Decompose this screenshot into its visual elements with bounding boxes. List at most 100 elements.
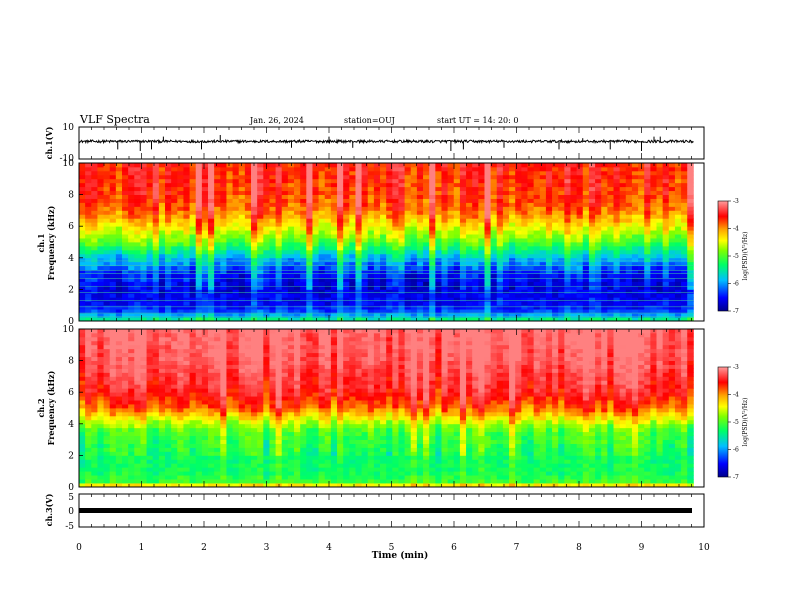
ch2-spectrogram-cell	[97, 352, 104, 358]
ch1-spectrogram-cell	[287, 182, 295, 188]
ch1-spectrogram-cell	[201, 301, 209, 306]
ch1-spectrogram-cell	[539, 297, 547, 302]
ch1-spectrogram-cell	[472, 178, 479, 184]
ch1-spectrogram-cell	[201, 170, 209, 176]
ch1-spectrogram-cell	[349, 178, 356, 184]
ch2-spectrogram-cell	[201, 356, 209, 361]
ch1-spectrogram-cell	[79, 257, 86, 263]
ch1-spectrogram-cell	[638, 285, 645, 290]
ch1-spectrogram-cell	[122, 293, 129, 298]
ch2-spectrogram-cell	[152, 404, 160, 409]
ch1-spectrogram-cell	[423, 297, 430, 302]
ch1-spectrogram-cell	[595, 261, 602, 267]
ch1-spectrogram-cell	[662, 293, 670, 298]
ch1-spectrogram-cell	[681, 309, 688, 314]
ch2-spectrogram-cell	[201, 419, 209, 425]
ch1-spectrogram-cell	[367, 293, 375, 298]
ch2-spectrogram-cell	[177, 427, 184, 433]
ch2-spectrogram-cell	[201, 404, 209, 409]
ch1-spectrogram-cell	[638, 174, 645, 180]
ch1-spectrogram-cell	[386, 182, 393, 188]
ch1-spectrogram-cell	[85, 245, 92, 251]
ch1-spectrogram-cell	[232, 293, 240, 298]
ch2-spectrogram-cell	[177, 439, 184, 444]
ch1-spectrogram-cell	[214, 265, 221, 271]
ch1-spectrogram-cell	[466, 289, 473, 294]
ch2-spectrogram-cell	[189, 404, 197, 409]
ch1-spectrogram-cell	[109, 313, 117, 318]
ch2-spectrogram-cell	[109, 400, 117, 405]
ch1-spectrogram-cell	[214, 210, 221, 215]
ch1-spectrogram-cell	[552, 309, 559, 314]
ch1-waveform-trace	[79, 135, 694, 151]
ch1-spectrogram-cell	[367, 198, 375, 203]
ch1-spectrogram-cell	[576, 269, 584, 274]
ch1-spectrogram-cell	[263, 178, 270, 184]
ch1-spectrogram-cell	[134, 182, 141, 188]
ch1-spectrogram-cell	[183, 230, 190, 235]
ch2-spectrogram-cell	[195, 376, 203, 381]
ch1-spectrogram-cell	[146, 206, 154, 211]
ch1-spectrogram-cell	[386, 261, 393, 267]
ch2-spectrogram-cell	[201, 368, 209, 373]
ch1-spectrogram-cell	[152, 281, 160, 286]
ch2-spectrogram-cell	[115, 360, 123, 365]
ch1-spectrogram-cell	[687, 269, 694, 274]
ch1-spectrogram-cell	[367, 297, 375, 302]
ch1-spectrogram-cell	[386, 186, 393, 192]
ch1-spectrogram-cell	[244, 178, 252, 184]
ch1-spectrogram-cell	[521, 178, 528, 184]
ch1-spectrogram-cell	[146, 242, 154, 247]
ch1-spectrogram-cell	[257, 178, 264, 184]
ch1-spectrogram-cell	[429, 277, 436, 282]
ch1-spectrogram-cell	[330, 289, 338, 294]
ch2-spectrogram-cell	[103, 348, 111, 354]
ch1-spectrogram-cell	[324, 194, 332, 199]
ch1-spectrogram-cell	[281, 293, 289, 298]
ch1-spectrogram-cell	[214, 253, 221, 259]
ch1-spectrogram-cell	[238, 206, 246, 211]
ch2-spectrogram-cell	[177, 368, 184, 373]
ch1-spectrogram-cell	[490, 210, 498, 215]
ch1-spectrogram-cell	[103, 285, 111, 290]
ch1-spectrogram-cell	[269, 186, 276, 192]
ch1-spectrogram-cell	[416, 242, 424, 247]
ch1-spectrogram-cell	[232, 297, 240, 302]
ch1-spectrogram-cell	[355, 202, 363, 207]
ch1-spectrogram-cell	[165, 261, 172, 267]
ch1-spectrogram-cell	[152, 178, 160, 184]
ch1-spectrogram-cell	[619, 273, 627, 278]
ch1-spectrogram-cell	[226, 301, 233, 306]
ch1-spectrogram-cell	[564, 277, 571, 282]
ch1-spectrogram-cell	[251, 242, 258, 247]
ch2-spectrogram-cell	[122, 356, 129, 361]
ch1-spectrogram-cell	[220, 317, 227, 322]
ch1-spectrogram-cell	[146, 163, 154, 168]
ch2-spectrogram-cell	[158, 352, 166, 358]
ch1-spectrogram-cell	[607, 273, 614, 278]
ch2-spectrogram-cell	[208, 352, 215, 358]
ch1-spectrogram-cell	[238, 242, 246, 247]
ch1-spectrogram-cell	[570, 190, 578, 195]
ch1-spectrogram-cell	[607, 234, 614, 239]
ch1-spectrogram-cell	[312, 289, 319, 294]
ch1-spectrogram-cell	[423, 214, 430, 219]
ch1-spectrogram-cell	[533, 309, 541, 314]
ch1-spectrogram-cell	[662, 242, 670, 247]
ch1-spectrogram-cell	[515, 261, 522, 267]
ch1-spectrogram-cell	[158, 293, 166, 298]
ch1-spectrogram-cell	[195, 245, 203, 251]
ch1-spectrogram-cell	[269, 190, 276, 195]
ch2-spectrogram-cell	[109, 483, 117, 488]
ch1-spectrogram-cell	[484, 257, 492, 263]
ch2-spectrogram-cell	[122, 479, 129, 484]
ch2-spectrogram-cell	[152, 463, 160, 468]
ch1-spectrogram-cell	[607, 163, 614, 168]
ch1-spectrogram-cell	[392, 194, 399, 199]
ch1-spectrogram-cell	[355, 305, 363, 310]
ch1-spectrogram-cell	[668, 313, 676, 318]
ch2-spectrogram-cell	[91, 447, 98, 452]
ch1-spectrogram-cell	[619, 289, 627, 294]
ch1-spectrogram-cell	[687, 166, 694, 172]
ch1-spectrogram-cell	[668, 273, 676, 278]
